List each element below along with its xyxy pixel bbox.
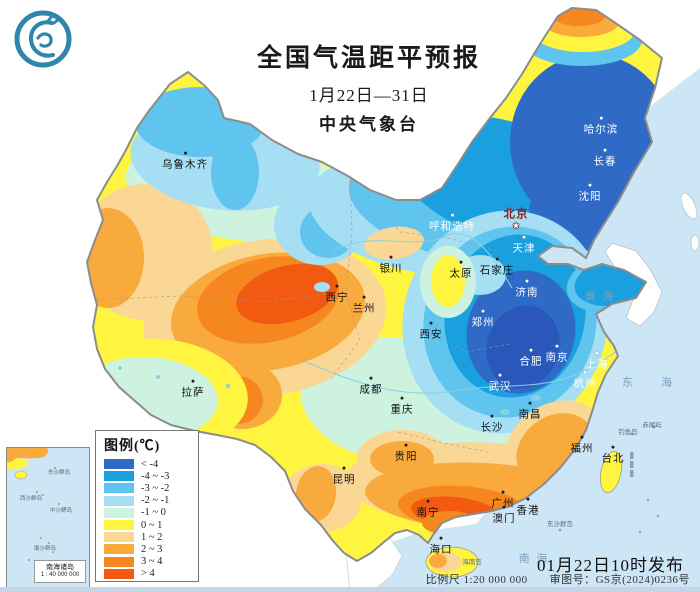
legend-row: -3 ~ -2 (104, 482, 198, 494)
legend-label: -4 ~ -3 (141, 470, 170, 482)
island-label: 东沙群岛 (547, 521, 573, 528)
legend-color-swatch (104, 520, 134, 531)
legend-color-swatch (104, 544, 134, 555)
legend-row: 1 ~ 2 (104, 531, 198, 543)
legend-label: 1 ~ 2 (141, 531, 163, 543)
legend-label: -1 ~ 0 (141, 507, 166, 519)
legend-color-swatch (104, 507, 134, 518)
issue-time: 01月22日10时发布 (537, 556, 684, 575)
japan-island (680, 192, 698, 220)
taiwan-island (599, 450, 623, 494)
inset-caption-scale: 1 : 40 000 000 (40, 572, 80, 579)
island-label: 海南岛 (462, 559, 482, 566)
inset-caption: 南海诸岛 1 : 40 000 000 (34, 560, 86, 583)
sea-label: 黄 海 (584, 291, 616, 303)
legend-color-swatch (104, 495, 134, 506)
legend-label: 2 ~ 3 (141, 543, 163, 555)
legend-row: -2 ~ -1 (104, 495, 198, 507)
inset-island-label: 中沙群岛 (49, 508, 73, 514)
china-border-outline (86, 7, 663, 562)
japan-island (690, 234, 700, 252)
legend-color-swatch (104, 532, 134, 543)
legend-row: < -4 (104, 458, 198, 470)
island-label: 钓鱼岛 (618, 429, 638, 436)
legend-row: -1 ~ 0 (104, 507, 198, 519)
bottom-frame-strip (0, 587, 700, 592)
agency-name: 中央气象台 (319, 115, 419, 134)
inset-caption-title: 南海诸岛 (46, 564, 74, 572)
page-title: 全国气温距平预报 (256, 45, 481, 72)
approval-number: 审图号：GS京(2024)0236号 (549, 574, 690, 586)
sea-label: 南 海 (518, 553, 550, 565)
offshore-island-marks (558, 425, 660, 534)
hainan-island (425, 546, 479, 578)
sea-label: 东 海 (622, 377, 674, 389)
legend-row: -4 ~ -3 (104, 470, 198, 482)
footer-meta: 比例尺 1:20 000 000 审图号：GS京(2024)0236号 (426, 571, 690, 587)
lakes (118, 366, 541, 415)
legend-color-swatch (104, 459, 134, 470)
legend-row: 3 ~ 4 (104, 556, 198, 568)
legend-color-swatch (104, 471, 134, 482)
legend-row: > 4 (104, 568, 198, 580)
inset-island-label: 南沙群岛 (33, 546, 57, 552)
legend-color-swatch (104, 483, 134, 494)
map-scale: 比例尺 1:20 000 000 (425, 574, 528, 586)
map-title-block: 全国气温距平预报 1月22日—31日 中央气象台 (243, 38, 495, 135)
south-china-sea-inset: 东沙群岛西沙群岛 中沙群岛南沙群岛 南海诸岛 1 : 40 000 000 (6, 447, 90, 588)
legend-label: > 4 (141, 568, 155, 580)
legend-label: -2 ~ -1 (141, 495, 170, 507)
legend-color-swatch (104, 568, 134, 579)
legend-label: 3 ~ 4 (141, 556, 163, 568)
legend-row: 0 ~ 1 (104, 519, 198, 531)
rivers (305, 233, 616, 394)
province-borders (94, 167, 511, 453)
forecast-date-range: 1月22日—31日 (309, 86, 429, 105)
legend-label: 0 ~ 1 (141, 519, 163, 531)
legend-row: 2 ~ 3 (104, 543, 198, 555)
legend-color-swatch (104, 556, 134, 567)
legend-label: < -4 (141, 458, 159, 470)
inset-island-label: 西沙群岛 (19, 496, 43, 502)
island-label: 赤尾屿 (642, 422, 662, 429)
cma-logo (12, 8, 74, 70)
legend-label: -3 ~ -2 (141, 482, 170, 494)
inset-island-label: 东沙群岛 (47, 470, 71, 476)
legend-title: 图例(℃) (104, 439, 161, 454)
